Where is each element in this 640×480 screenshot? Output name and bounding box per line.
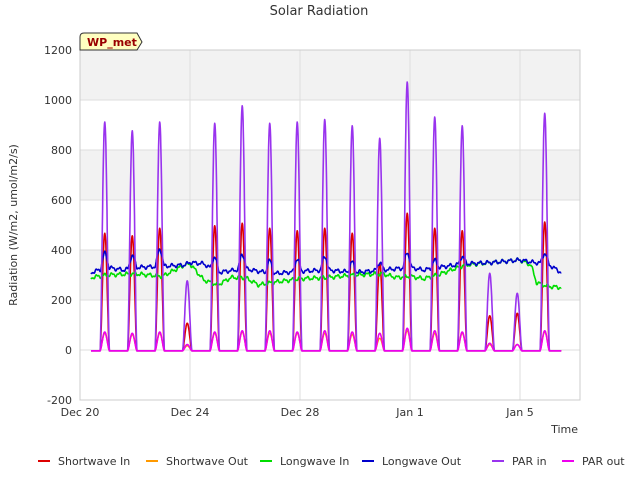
station-badge-box (79, 32, 143, 51)
legend-item: PAR out (562, 455, 625, 468)
legend-label: PAR in (512, 455, 547, 468)
legend-label: Longwave In (280, 455, 349, 468)
legend: Shortwave In Shortwave Out Longwave In Long… (38, 455, 625, 468)
y-tick-label: 600 (51, 194, 72, 207)
y-tick-label: -200 (47, 394, 72, 407)
x-tick-label: Dec 28 (281, 406, 320, 419)
x-tick-label: Jan 1 (395, 406, 423, 419)
y-tick-label: 0 (65, 344, 72, 357)
y-tick-label: 1200 (44, 44, 72, 57)
y-tick-label: 1000 (44, 94, 72, 107)
y-tick-label: 400 (51, 244, 72, 257)
axes: -200 0 200 400 600 800 1000 1200 Dec 20 Dec 24 Dec… (44, 44, 581, 419)
legend-item: Longwave In (260, 455, 349, 468)
y-axis-label: Radiation (W/m2, umol/m2/s) (7, 144, 20, 306)
legend-item: Shortwave Out (146, 455, 249, 468)
legend-label: Longwave Out (382, 455, 462, 468)
x-axis-label: Time (550, 423, 578, 436)
legend-item: Shortwave In (38, 455, 130, 468)
series-line-longwave-out (90, 248, 562, 276)
plot-frame (79, 49, 581, 401)
shaded-band-1 (80, 150, 580, 200)
legend-label: Shortwave In (58, 455, 130, 468)
plot-area (80, 50, 580, 400)
x-tick-label: Jan 5 (505, 406, 533, 419)
legend-label: Shortwave Out (166, 455, 249, 468)
chart-title: Solar Radiation (270, 4, 369, 19)
series-line-par-out (90, 327, 562, 352)
shaded-band-2 (80, 50, 580, 100)
y-tick-label: 800 (51, 144, 72, 157)
legend-item: PAR in (492, 455, 547, 468)
x-tick-label: Dec 20 (61, 406, 100, 419)
legend-label: PAR out (582, 455, 625, 468)
legend-item: Longwave Out (362, 455, 462, 468)
station-badge: WP_met (79, 32, 143, 51)
series-layer (90, 81, 562, 352)
station-badge-label: WP_met (87, 36, 137, 49)
y-tick-label: 200 (51, 294, 72, 307)
x-tick-label: Dec 24 (171, 406, 210, 419)
